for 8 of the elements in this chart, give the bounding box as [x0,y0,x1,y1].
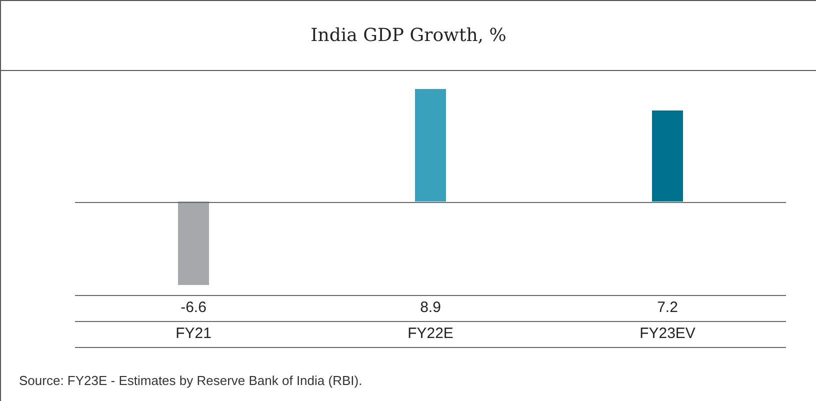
data-label: 8.9 [420,299,441,316]
x-tick-label: FY23EV [640,325,696,342]
x-tick-label: FY22E [408,325,454,342]
x-tick-label: FY21 [176,325,212,342]
source-note: Source: FY23E - Estimates by Reserve Bank of India (RBI). [19,373,362,388]
chart-title: India GDP Growth, % [1,1,816,71]
data-label: 7.2 [657,299,678,316]
data-label: -6.6 [180,299,206,316]
